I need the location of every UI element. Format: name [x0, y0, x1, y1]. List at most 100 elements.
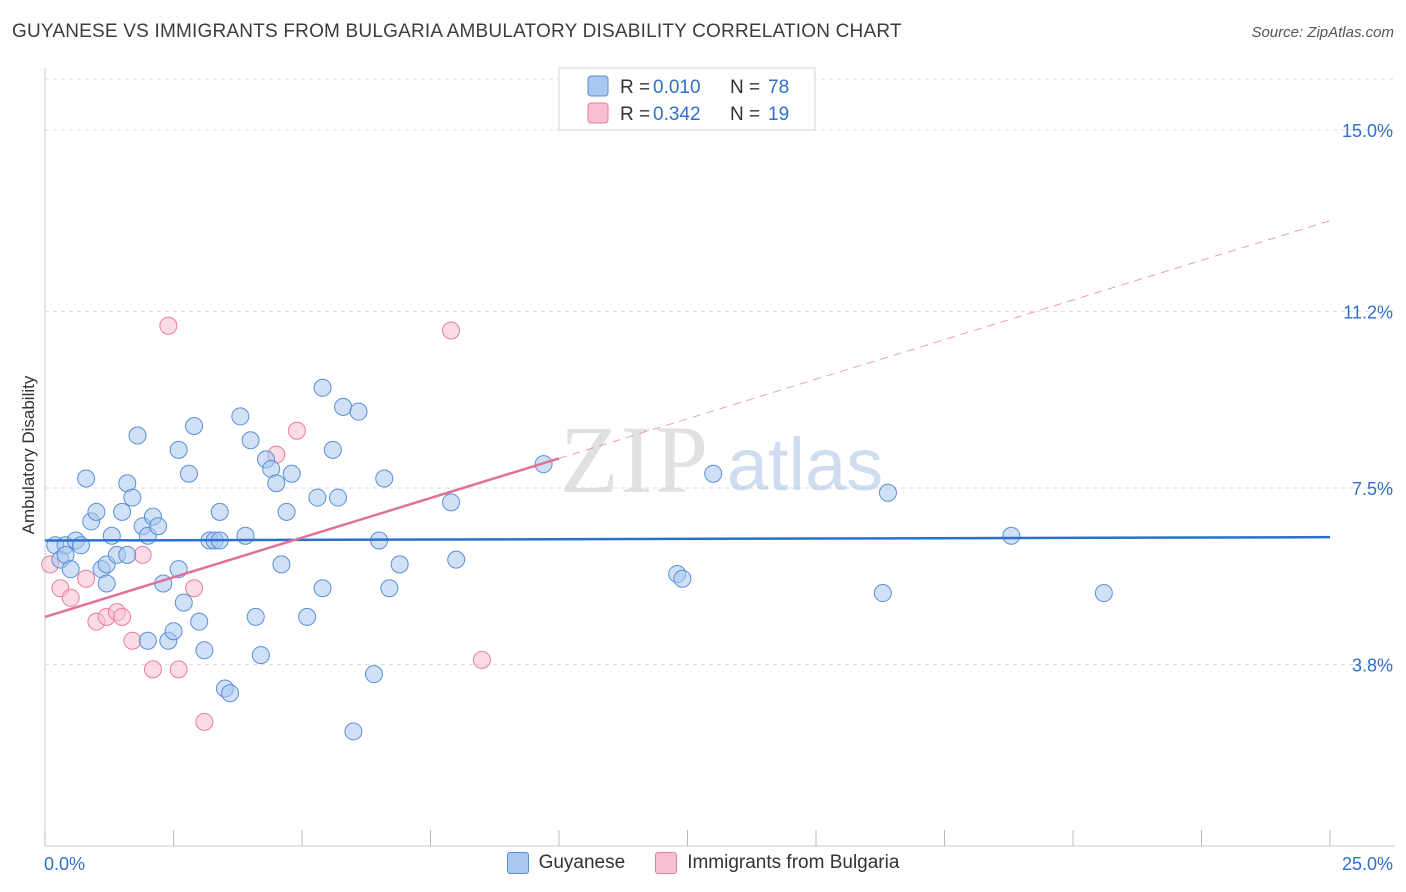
guyanese-point: [241, 431, 260, 450]
guyanese-point: [138, 631, 157, 650]
guyanese-point: [251, 646, 270, 665]
legend-label-bulgaria: Immigrants from Bulgaria: [687, 852, 900, 873]
guyanese-point: [87, 502, 106, 521]
legend-n-value-2: 19: [768, 104, 789, 125]
series-bulgaria-points: [41, 316, 491, 731]
guyanese-point: [313, 378, 332, 397]
legend-item-guyanese: Guyanese: [506, 852, 626, 874]
guyanese-point: [1094, 584, 1113, 603]
guyanese-point: [77, 469, 96, 488]
guyanese-point: [282, 464, 301, 483]
guyanese-point: [313, 579, 332, 598]
guyanese-point: [1002, 526, 1021, 545]
bulgaria-point: [287, 421, 306, 440]
guyanese-point: [272, 555, 291, 574]
guyanese-point: [174, 593, 193, 612]
guyanese-point: [149, 517, 168, 536]
guyanese-point: [447, 550, 466, 569]
guyanese-point: [267, 474, 286, 493]
guyanese-point: [328, 488, 347, 507]
legend-swatch-guyanese: [587, 75, 609, 97]
trend-line-bulgaria-solid: [44, 457, 560, 619]
guyanese-point: [298, 607, 317, 626]
guyanese-point: [323, 440, 342, 459]
guyanese-point: [277, 502, 296, 521]
legend-n-label-1: N =: [730, 77, 760, 98]
bulgaria-point: [185, 579, 204, 598]
guyanese-point: [221, 684, 240, 703]
y-tick-label: 3.8%: [1352, 656, 1393, 676]
bulgaria-point: [61, 588, 80, 607]
chart-title: GUYANESE VS IMMIGRANTS FROM BULGARIA AMB…: [12, 21, 902, 42]
legend-r-value-1: 0.010: [653, 77, 701, 98]
guyanese-point: [195, 641, 214, 660]
guyanese-point: [380, 579, 399, 598]
legend-swatch-bulgaria: [587, 102, 609, 124]
y-tick-labels: 3.8% 7.5% 11.2% 15.0%: [1342, 121, 1393, 676]
guyanese-point: [113, 502, 132, 521]
bulgaria-point: [195, 712, 214, 731]
axes: [44, 68, 1395, 847]
x-tick-labels: 0.0% 25.0%: [44, 854, 1393, 874]
guyanese-point: [246, 607, 265, 626]
legend-box: R = 0.010 N = 78 R = 0.342 N = 19: [558, 67, 816, 131]
guyanese-point: [704, 464, 723, 483]
guyanese-point: [236, 526, 255, 545]
legend-item-bulgaria: Immigrants from Bulgaria: [655, 852, 899, 874]
bulgaria-point: [133, 545, 152, 564]
legend-n-value-1: 78: [768, 77, 789, 98]
guyanese-point: [344, 722, 363, 741]
grid-lines: [45, 78, 1395, 666]
source-label: Source: ZipAtlas.com: [1251, 24, 1394, 41]
guyanese-point: [123, 488, 142, 507]
watermark-zip: ZIP: [560, 406, 710, 513]
guyanese-point: [102, 526, 121, 545]
guyanese-point: [334, 397, 353, 416]
y-tick-label: 15.0%: [1342, 121, 1393, 141]
guyanese-point: [190, 612, 209, 631]
x-tick-label-max: 25.0%: [1342, 854, 1393, 874]
bulgaria-point: [472, 650, 491, 669]
guyanese-point: [390, 555, 409, 574]
guyanese-point: [128, 426, 147, 445]
guyanese-point: [61, 560, 80, 579]
guyanese-point: [442, 493, 461, 512]
trend-line-bulgaria-dashed: [558, 220, 1331, 459]
guyanese-point: [349, 402, 368, 421]
legend-n-label-2: N =: [730, 104, 760, 125]
bulgaria-point: [159, 316, 178, 335]
guyanese-point: [169, 440, 188, 459]
bulgaria-point: [113, 607, 132, 626]
trend-lines: [44, 220, 1331, 619]
trend-line-guyanese: [44, 535, 1331, 542]
y-tick-label: 11.2%: [1343, 302, 1393, 322]
guyanese-point: [210, 502, 229, 521]
bulgaria-point: [123, 631, 142, 650]
bottom-legend: Guyanese Immigrants from Bulgaria: [0, 852, 1406, 874]
legend-r-label-2: R =: [620, 104, 650, 125]
guyanese-point: [878, 483, 897, 502]
guyanese-point: [179, 464, 198, 483]
watermark: ZIP atlas: [560, 406, 883, 513]
bulgaria-point: [143, 660, 162, 679]
legend-label-guyanese: Guyanese: [538, 852, 626, 873]
bulgaria-point: [77, 569, 96, 588]
guyanese-point: [308, 488, 327, 507]
bulgaria-point: [169, 660, 188, 679]
y-axis-label: Ambulatory Disability: [19, 375, 38, 534]
legend-r-value-2: 0.342: [653, 104, 701, 125]
guyanese-point: [673, 569, 692, 588]
bulgaria-point: [442, 321, 461, 340]
guyanese-point: [97, 574, 116, 593]
x-tick-label-min: 0.0%: [44, 854, 85, 874]
guyanese-point: [364, 665, 383, 684]
guyanese-point: [185, 416, 204, 435]
legend-r-label-1: R =: [620, 77, 650, 98]
watermark-atlas: atlas: [727, 423, 883, 506]
guyanese-point: [118, 545, 137, 564]
guyanese-point: [873, 584, 892, 603]
guyanese-point: [164, 622, 183, 641]
y-tick-label: 7.5%: [1352, 479, 1393, 499]
guyanese-point: [375, 469, 394, 488]
